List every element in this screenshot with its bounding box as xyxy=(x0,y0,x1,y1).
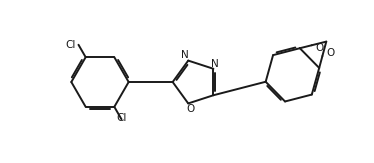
Text: N: N xyxy=(211,59,218,69)
Text: Cl: Cl xyxy=(116,113,127,123)
Text: N: N xyxy=(181,51,189,60)
Text: Cl: Cl xyxy=(65,40,76,50)
Text: O: O xyxy=(327,48,335,58)
Text: O: O xyxy=(186,104,194,114)
Text: O: O xyxy=(316,43,324,53)
